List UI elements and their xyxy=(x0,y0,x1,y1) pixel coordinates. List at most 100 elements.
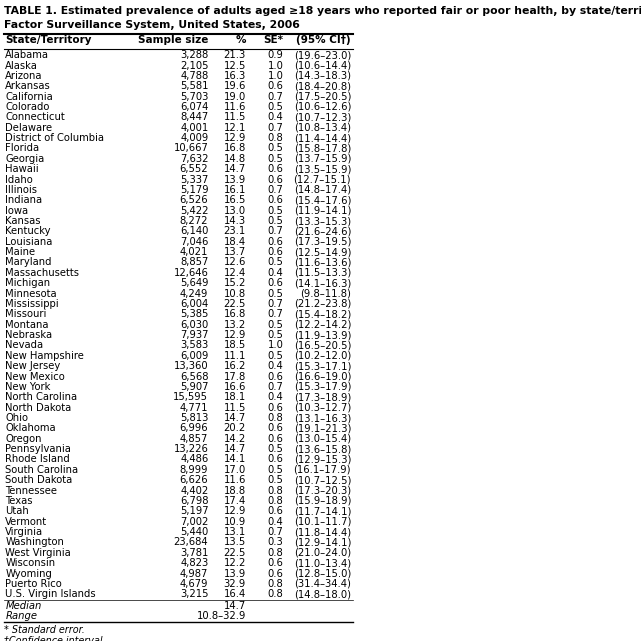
Text: Rhode Island: Rhode Island xyxy=(5,454,70,465)
Text: 16.3: 16.3 xyxy=(224,71,246,81)
Text: 16.5: 16.5 xyxy=(224,196,246,205)
Text: (17.3–20.3): (17.3–20.3) xyxy=(294,486,351,495)
Text: (15.3–17.1): (15.3–17.1) xyxy=(294,361,351,371)
Text: (31.4–34.4): (31.4–34.4) xyxy=(294,579,351,589)
Text: Arizona: Arizona xyxy=(5,71,43,81)
Text: 0.6: 0.6 xyxy=(267,558,283,568)
Text: 0.7: 0.7 xyxy=(267,122,283,133)
Text: 6,009: 6,009 xyxy=(180,351,208,361)
Text: 12.4: 12.4 xyxy=(224,268,246,278)
Text: (17.5–20.5): (17.5–20.5) xyxy=(294,92,351,102)
Text: Colorado: Colorado xyxy=(5,102,50,112)
Text: 6,996: 6,996 xyxy=(179,423,208,433)
Text: 0.5: 0.5 xyxy=(267,330,283,340)
Text: 19.0: 19.0 xyxy=(224,92,246,102)
Text: 4,987: 4,987 xyxy=(180,569,208,579)
Text: 4,402: 4,402 xyxy=(180,486,208,495)
Text: Iowa: Iowa xyxy=(5,206,28,215)
Text: 0.7: 0.7 xyxy=(267,527,283,537)
Text: (14.1–16.3): (14.1–16.3) xyxy=(294,278,351,288)
Text: †Confidence interval.: †Confidence interval. xyxy=(4,636,105,641)
Text: 16.8: 16.8 xyxy=(224,144,246,153)
Text: 7,937: 7,937 xyxy=(180,330,208,340)
Text: Wisconsin: Wisconsin xyxy=(5,558,56,568)
Text: 13.0: 13.0 xyxy=(224,206,246,215)
Text: 0.5: 0.5 xyxy=(267,258,283,267)
Text: Range: Range xyxy=(5,612,37,621)
Text: 13.9: 13.9 xyxy=(224,174,246,185)
Text: 11.5: 11.5 xyxy=(224,403,246,413)
Text: Idaho: Idaho xyxy=(5,174,33,185)
Text: 5,440: 5,440 xyxy=(180,527,208,537)
Text: (15.3–17.9): (15.3–17.9) xyxy=(294,382,351,392)
Text: (16.6–19.0): (16.6–19.0) xyxy=(294,372,351,381)
Text: (13.3–15.3): (13.3–15.3) xyxy=(294,216,351,226)
Text: (10.2–12.0): (10.2–12.0) xyxy=(294,351,351,361)
Text: (15.4–18.2): (15.4–18.2) xyxy=(294,310,351,319)
Text: (13.7–15.9): (13.7–15.9) xyxy=(294,154,351,164)
Text: Puerto Rico: Puerto Rico xyxy=(5,579,62,589)
Text: 12.6: 12.6 xyxy=(224,258,246,267)
Text: U.S. Virgin Islands: U.S. Virgin Islands xyxy=(5,589,96,599)
Text: 18.4: 18.4 xyxy=(224,237,246,247)
Text: (11.6–13.6): (11.6–13.6) xyxy=(294,258,351,267)
Text: 13.7: 13.7 xyxy=(224,247,246,257)
Text: 3,583: 3,583 xyxy=(180,340,208,351)
Text: 11.5: 11.5 xyxy=(224,112,246,122)
Text: 12.9: 12.9 xyxy=(224,133,246,143)
Text: 23,684: 23,684 xyxy=(174,537,208,547)
Text: (9.8–11.8): (9.8–11.8) xyxy=(300,288,351,299)
Text: 5,649: 5,649 xyxy=(180,278,208,288)
Text: 11.6: 11.6 xyxy=(224,102,246,112)
Text: (12.9–15.3): (12.9–15.3) xyxy=(294,454,351,465)
Text: 23.1: 23.1 xyxy=(224,226,246,237)
Text: 0.6: 0.6 xyxy=(267,506,283,516)
Text: (95% CI†): (95% CI†) xyxy=(296,35,351,46)
Text: 0.6: 0.6 xyxy=(267,196,283,205)
Text: 0.6: 0.6 xyxy=(267,237,283,247)
Text: (12.2–14.2): (12.2–14.2) xyxy=(294,320,351,329)
Text: 3,781: 3,781 xyxy=(180,548,208,558)
Text: 3,215: 3,215 xyxy=(180,589,208,599)
Text: Factor Surveillance System, United States, 2006: Factor Surveillance System, United State… xyxy=(4,20,299,29)
Text: (12.8–15.0): (12.8–15.0) xyxy=(294,569,351,579)
Text: Sample size: Sample size xyxy=(138,35,208,46)
Text: 5,813: 5,813 xyxy=(180,413,208,423)
Text: * Standard error.: * Standard error. xyxy=(4,624,85,635)
Text: %: % xyxy=(235,35,246,46)
Text: (17.3–19.5): (17.3–19.5) xyxy=(294,237,351,247)
Text: Missouri: Missouri xyxy=(5,310,47,319)
Text: 8,272: 8,272 xyxy=(180,216,208,226)
Text: (10.8–13.4): (10.8–13.4) xyxy=(294,122,351,133)
Text: 11.1: 11.1 xyxy=(224,351,246,361)
Text: Vermont: Vermont xyxy=(5,517,47,527)
Text: 0.6: 0.6 xyxy=(267,247,283,257)
Text: (12.7–15.1): (12.7–15.1) xyxy=(294,174,351,185)
Text: 16.1: 16.1 xyxy=(224,185,246,195)
Text: 0.5: 0.5 xyxy=(267,320,283,329)
Text: 4,009: 4,009 xyxy=(180,133,208,143)
Text: 6,140: 6,140 xyxy=(180,226,208,237)
Text: Florida: Florida xyxy=(5,144,40,153)
Text: 6,552: 6,552 xyxy=(179,164,208,174)
Text: 8,857: 8,857 xyxy=(180,258,208,267)
Text: 0.5: 0.5 xyxy=(267,351,283,361)
Text: 14.7: 14.7 xyxy=(224,413,246,423)
Text: 0.4: 0.4 xyxy=(268,112,283,122)
Text: 10.9: 10.9 xyxy=(224,517,246,527)
Text: 6,798: 6,798 xyxy=(180,496,208,506)
Text: Pennsylvania: Pennsylvania xyxy=(5,444,71,454)
Text: 11.6: 11.6 xyxy=(224,475,246,485)
Text: New Hampshire: New Hampshire xyxy=(5,351,84,361)
Text: 4,679: 4,679 xyxy=(180,579,208,589)
Text: 12.1: 12.1 xyxy=(224,122,246,133)
Text: 4,001: 4,001 xyxy=(180,122,208,133)
Text: 12,646: 12,646 xyxy=(174,268,208,278)
Text: (14.8–18.0): (14.8–18.0) xyxy=(294,589,351,599)
Text: (11.5–13.3): (11.5–13.3) xyxy=(294,268,351,278)
Text: Massachusetts: Massachusetts xyxy=(5,268,79,278)
Text: (18.4–20.8): (18.4–20.8) xyxy=(294,81,351,91)
Text: State/Territory: State/Territory xyxy=(5,35,92,46)
Text: (21.2–23.8): (21.2–23.8) xyxy=(294,299,351,309)
Text: Montana: Montana xyxy=(5,320,49,329)
